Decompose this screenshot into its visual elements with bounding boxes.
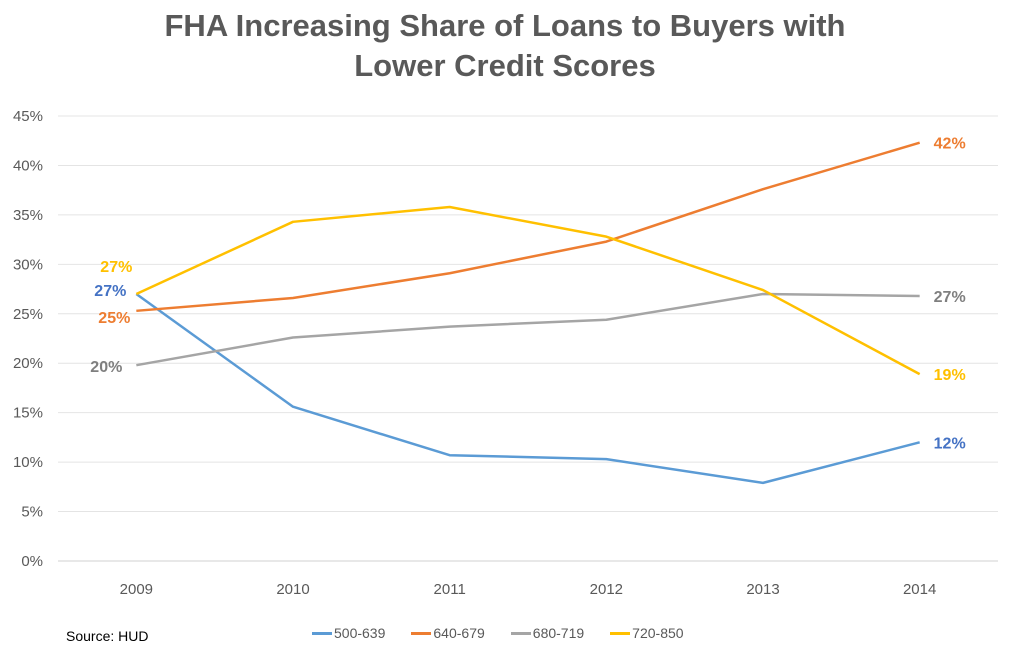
y-tick-label: 40%: [13, 157, 43, 174]
y-tick-label: 35%: [13, 207, 43, 224]
y-tick-label: 0%: [21, 553, 43, 570]
data-label-start: 25%: [98, 310, 130, 327]
legend-label: 640-679: [433, 625, 485, 641]
chart-title: FHA Increasing Share of Loans to Buyers …: [0, 6, 1010, 86]
x-tick-label: 2009: [120, 581, 153, 598]
legend-item-680-719: 680-719: [510, 625, 585, 641]
legend-swatch: [510, 631, 531, 635]
series-line-640-679: [136, 141, 921, 313]
y-tick-label: 15%: [13, 405, 43, 422]
data-label-end: 27%: [934, 289, 966, 306]
series-line-500-639: [135, 292, 920, 485]
series-line-720-850: [135, 205, 921, 376]
chart-title-line-1: FHA Increasing Share of Loans to Buyers …: [164, 8, 846, 43]
legend-item-720-850: 720-850: [610, 625, 684, 641]
series-line-680-719: [136, 292, 920, 367]
x-tick-label: 2013: [746, 581, 779, 598]
data-label-start: 27%: [100, 259, 132, 276]
legend-swatch: [411, 631, 432, 635]
data-label-start: 27%: [94, 283, 126, 300]
y-tick-label: 30%: [13, 256, 43, 273]
y-tick-label: 25%: [13, 306, 43, 323]
y-tick-label: 10%: [13, 454, 43, 471]
legend-label: 720-850: [632, 625, 684, 641]
legend-swatch: [312, 631, 332, 635]
x-tick-label: 2011: [434, 581, 466, 598]
data-label-start: 20%: [90, 359, 122, 376]
legend-item-640-679: 640-679: [411, 625, 485, 641]
legend-label: 680-719: [532, 625, 585, 641]
y-tick-label: 20%: [13, 355, 43, 372]
legend-label: 500-639: [334, 625, 386, 641]
x-tick-label: 2010: [276, 581, 309, 598]
data-label-end: 12%: [934, 435, 966, 452]
legend: 500-639 640-679 680-719 720-850: [312, 625, 684, 641]
y-tick-label: 5%: [21, 504, 43, 521]
data-label-end: 19%: [934, 367, 966, 384]
legend-item-500-639: 500-639: [312, 625, 385, 641]
chart-title-line-2: Lower Credit Scores: [354, 48, 656, 83]
legend-swatch: [610, 631, 631, 635]
y-tick-label: 45%: [13, 108, 43, 125]
data-label-end: 42%: [934, 136, 966, 153]
x-tick-label: 2012: [590, 581, 623, 598]
source-note: Source: HUD: [66, 628, 149, 644]
x-tick-label: 2014: [903, 581, 936, 598]
